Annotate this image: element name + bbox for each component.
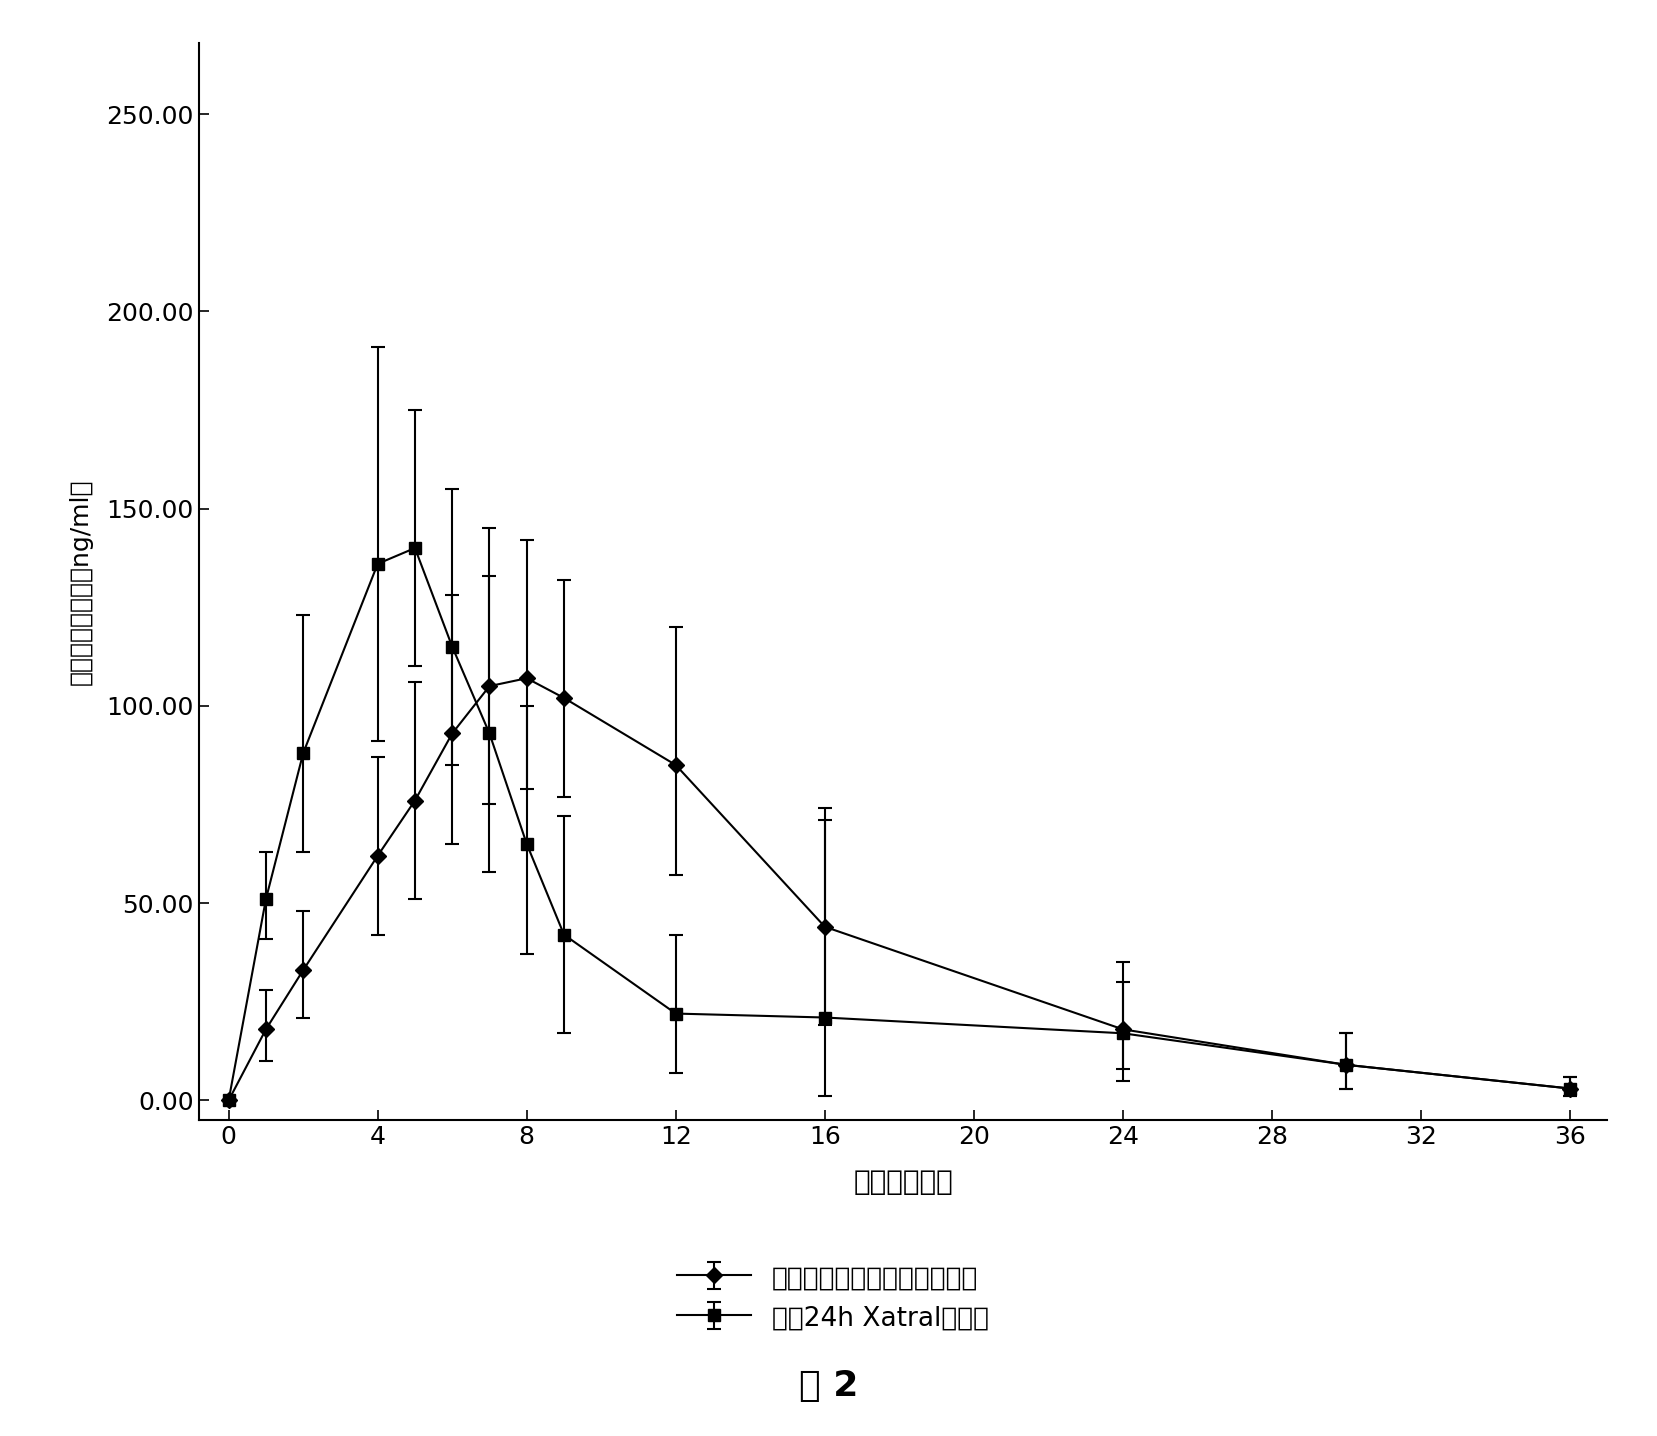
Text: 图 2: 图 2 bbox=[799, 1369, 858, 1403]
Y-axis label: 、平均血药浓度（ng/ml）: 、平均血药浓度（ng/ml） bbox=[68, 478, 93, 685]
Legend: 盐酸阿夫唠嚅滲透泵型控释片, 市售24h Xatral缓释片: 盐酸阿夫唠嚅滲透泵型控释片, 市售24h Xatral缓释片 bbox=[663, 1252, 1002, 1346]
X-axis label: 时间（小时）: 时间（小时） bbox=[853, 1169, 953, 1196]
